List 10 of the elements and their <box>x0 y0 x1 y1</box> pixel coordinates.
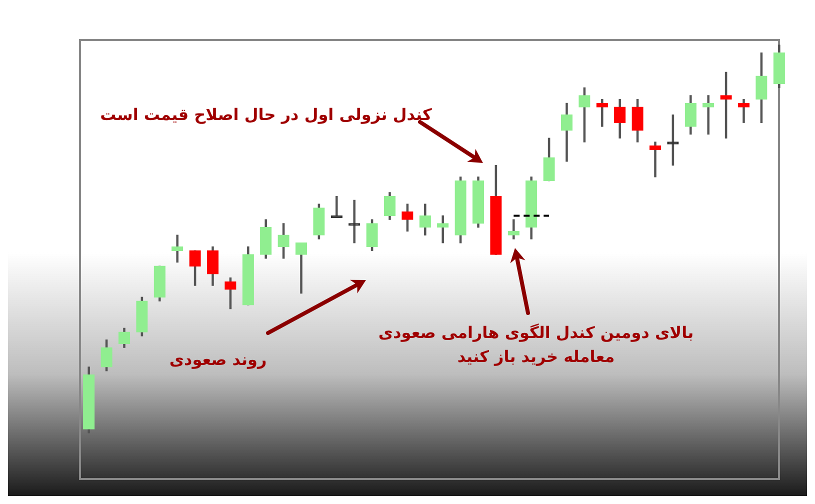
candlestick <box>738 99 750 123</box>
candlestick <box>596 99 608 127</box>
candlestick <box>172 234 184 263</box>
candlestick <box>348 200 360 244</box>
annotation: بالای دومین کندل الگوی هارامی صعودی معامله خرید باز کنید <box>378 323 694 366</box>
candlestick <box>649 142 662 178</box>
annotation: کندل نزولی اول در حال اصلاح قیمت است <box>100 105 433 124</box>
annotation: روند صعودی <box>169 350 267 369</box>
candlestick <box>437 215 449 244</box>
candlestick <box>702 95 714 135</box>
